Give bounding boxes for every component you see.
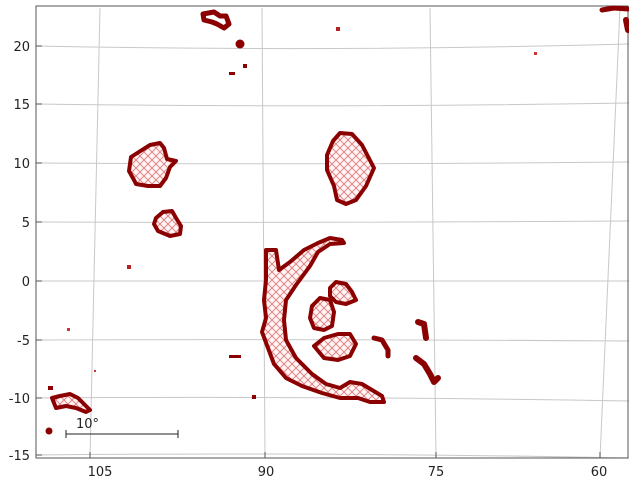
parallel-15 — [35, 102, 629, 107]
y-axis-labels: 20 15 10 5 0 -5 -10 -15 — [9, 40, 30, 464]
scale-bar-label: 10° — [76, 417, 99, 432]
region-central-arc — [260, 236, 391, 404]
x-tick-label: 105 — [88, 465, 113, 480]
meridian-75 — [429, 7, 437, 459]
y-tick-label: 10 — [13, 157, 30, 172]
parallel-5 — [35, 220, 629, 223]
y-tick-label: 15 — [13, 98, 30, 113]
y-tick-label: 5 — [22, 216, 30, 231]
meridian-105 — [89, 7, 101, 459]
region-lower-left — [45, 386, 92, 435]
y-tick-label: 0 — [22, 275, 30, 290]
map-frame — [35, 5, 629, 459]
y-tick-label: -10 — [9, 392, 30, 407]
y-tick-label: -5 — [17, 334, 30, 349]
tick-marks — [36, 45, 601, 458]
x-axis-labels: 105 90 75 60 — [88, 465, 608, 480]
region-upper-left — [67, 141, 183, 372]
x-tick-label: 60 — [591, 465, 608, 480]
y-tick-label: -15 — [9, 449, 30, 464]
graticule — [35, 7, 629, 459]
x-tick-label: 90 — [258, 465, 275, 480]
x-tick-label: 75 — [428, 465, 445, 480]
parallel-20 — [35, 43, 629, 50]
y-tick-label: 20 — [13, 40, 30, 55]
region-top-right — [599, 5, 629, 33]
meridian-90 — [261, 7, 266, 459]
region-right-string — [413, 319, 441, 385]
scale-bar: 10° — [65, 417, 179, 438]
meridian-60 — [599, 7, 621, 459]
parallel-minus15 — [35, 453, 629, 459]
region-upper-center — [325, 131, 376, 206]
region-small-bits — [229, 355, 256, 399]
region-top-small — [200, 9, 537, 75]
cloud-regions — [45, 5, 629, 435]
parallel-minus10 — [35, 396, 629, 402]
